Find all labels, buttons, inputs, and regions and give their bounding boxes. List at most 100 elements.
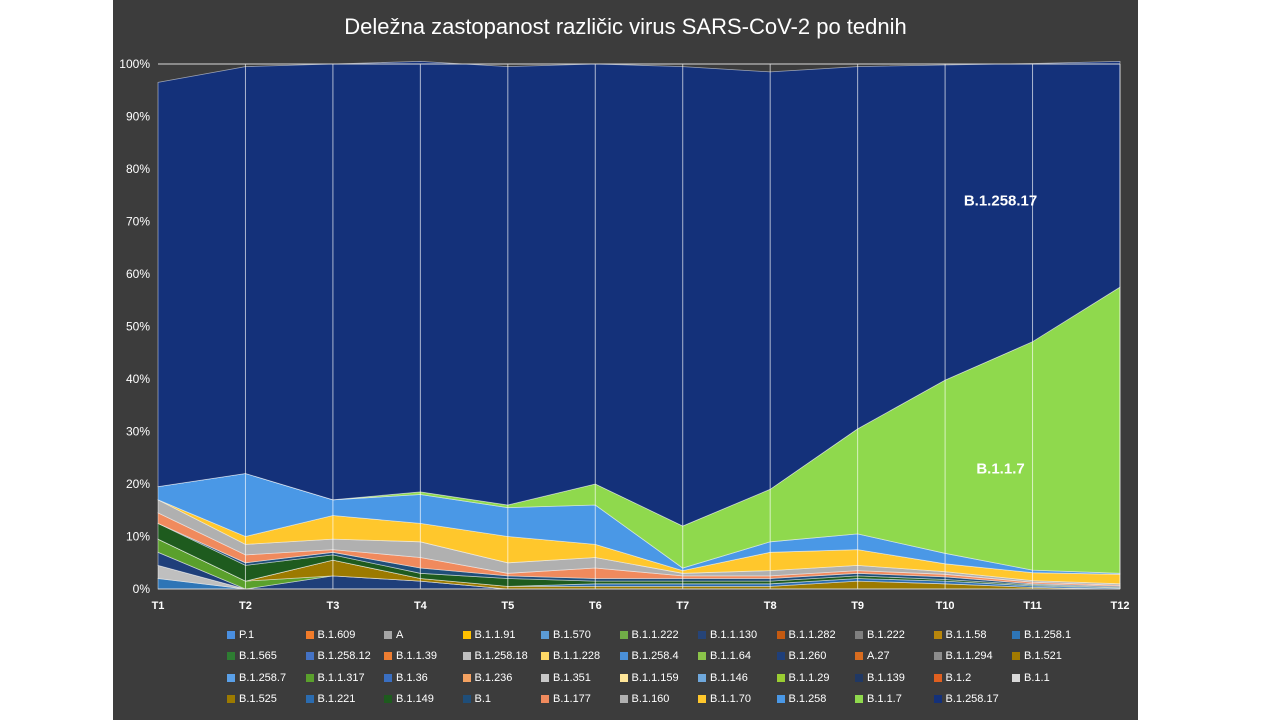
x-tick-label: T1 — [152, 600, 165, 612]
legend-label: B.1.258.12 — [317, 650, 371, 663]
legend-swatch — [698, 673, 706, 682]
legend-item: B.1.258.18 — [462, 650, 528, 662]
legend-item: B.1.258.4 — [619, 650, 679, 663]
legend-swatch — [776, 631, 785, 640]
legend-item: B.1.177 — [541, 693, 591, 705]
legend-label: P.1 — [239, 629, 255, 641]
legend-swatch — [698, 694, 706, 703]
y-tick-label: 50% — [126, 320, 150, 334]
legend-label: B.1.2 — [945, 671, 972, 684]
legend-label: B.1.1.58 — [945, 629, 987, 641]
legend-swatch — [698, 652, 706, 661]
legend-item: B.1.36 — [384, 672, 428, 684]
legend-item: B.1.1.222 — [619, 629, 679, 641]
legend-swatch — [776, 652, 785, 661]
legend-label: B.1.1.317 — [317, 671, 365, 684]
x-tick-label: T9 — [851, 600, 864, 612]
legend-item: A — [384, 629, 403, 641]
legend-item: B.1.258 — [776, 692, 827, 705]
legend-label: B.1.258.17 — [945, 692, 999, 705]
legend-swatch — [933, 673, 942, 682]
legend-swatch — [855, 694, 863, 703]
legend-label: B.1.1.7 — [867, 692, 902, 705]
legend-item: B.1.1 — [1012, 672, 1050, 684]
legend-label: B.1.149 — [396, 692, 434, 705]
legend-label: B.1.609 — [317, 629, 356, 641]
legend-swatch — [541, 631, 549, 640]
legend-swatch — [384, 652, 392, 661]
legend-swatch — [384, 631, 392, 640]
legend-item: B.1.258.12 — [305, 650, 371, 663]
legend-swatch — [227, 694, 235, 703]
legend-item: B.1.1.58 — [933, 629, 987, 641]
legend-swatch — [776, 673, 785, 682]
legend-label: B.1.1.29 — [788, 671, 830, 684]
legend-label: B.1.36 — [396, 671, 428, 684]
legend-label: B.1.1.159 — [631, 671, 679, 684]
legend-swatch — [1012, 631, 1020, 640]
legend-swatch — [855, 631, 863, 640]
legend-item: B.1.1.29 — [776, 671, 830, 684]
legend-label: B.1.258 — [788, 692, 827, 705]
legend-label: B.1.1.91 — [474, 629, 516, 641]
legend-label: A.27 — [867, 650, 890, 663]
legend-label: B.1.258.4 — [631, 650, 679, 663]
annotation-label: B.1.1.7 — [976, 460, 1024, 477]
y-tick-label: 100% — [119, 57, 150, 71]
legend-item: B.1.160 — [619, 692, 670, 705]
legend-label: B.1.236 — [474, 671, 513, 684]
legend-label: B.1.1.222 — [631, 629, 679, 641]
legend-item: B.1.258.17 — [933, 692, 999, 705]
legend-item: B.1.260 — [776, 650, 826, 662]
y-tick-label: 60% — [126, 267, 150, 281]
x-tick-label: T4 — [414, 600, 428, 612]
legend-item: B.1.1.282 — [776, 629, 836, 641]
legend-label: B.1.160 — [631, 692, 670, 705]
legend-swatch — [619, 694, 628, 703]
legend-swatch — [933, 631, 942, 640]
y-tick-label: 30% — [126, 425, 150, 439]
legend-item: B.1.570 — [541, 629, 591, 641]
legend-swatch — [462, 694, 471, 703]
legend-item: B.1.1.70 — [698, 693, 751, 705]
legend-item: B.1.1.294 — [933, 650, 993, 663]
legend-item: B.1.149 — [384, 693, 434, 705]
legend-swatch — [305, 631, 314, 640]
chart-panel: Deležna zastopanost različic virus SARS-… — [113, 0, 1138, 720]
y-tick-label: 0% — [133, 582, 151, 596]
legend-item: B.1.1.64 — [698, 650, 751, 662]
legend-swatch — [462, 652, 471, 661]
legend-item: B.1.351 — [541, 672, 591, 684]
legend-swatch — [933, 652, 942, 661]
legend-label: B.1.351 — [553, 671, 591, 684]
legend-label: B.1.1.70 — [710, 692, 751, 705]
legend-item: B.1.1.91 — [462, 629, 516, 641]
y-tick-label: 80% — [126, 162, 150, 176]
legend-swatch — [619, 673, 628, 682]
legend-swatch — [855, 652, 863, 661]
legend-label: B.1.222 — [867, 629, 905, 641]
legend-swatch — [227, 631, 235, 640]
legend-item: B.1.221 — [305, 693, 355, 705]
legend-item: B.1.1.7 — [855, 693, 902, 705]
legend-item: B.1.258.1 — [1012, 629, 1071, 641]
legend-item: B.1.222 — [855, 629, 905, 641]
legend-item: B.1.2 — [933, 671, 972, 684]
legend-label: B.1.1.130 — [710, 629, 758, 641]
legend-label: B.1.1 — [1024, 671, 1050, 684]
legend-swatch — [1012, 673, 1020, 682]
legend-label: B.1.1.39 — [396, 650, 437, 663]
legend-label: B.1.1.282 — [788, 629, 836, 641]
legend-label: B.1.1.64 — [710, 650, 751, 663]
x-tick-label: T2 — [239, 600, 252, 612]
y-tick-label: 90% — [126, 110, 150, 124]
legend-swatch — [855, 673, 863, 682]
x-tick-label: T7 — [676, 600, 689, 612]
legend-swatch — [776, 694, 785, 703]
legend-swatch — [541, 652, 549, 661]
legend-item: B.1.258.7 — [227, 672, 286, 684]
legend-item: B.1 — [462, 693, 491, 705]
y-tick-label: 20% — [126, 477, 150, 491]
legend-label: B.1.1.294 — [945, 650, 993, 663]
legend-swatch — [1012, 652, 1020, 661]
